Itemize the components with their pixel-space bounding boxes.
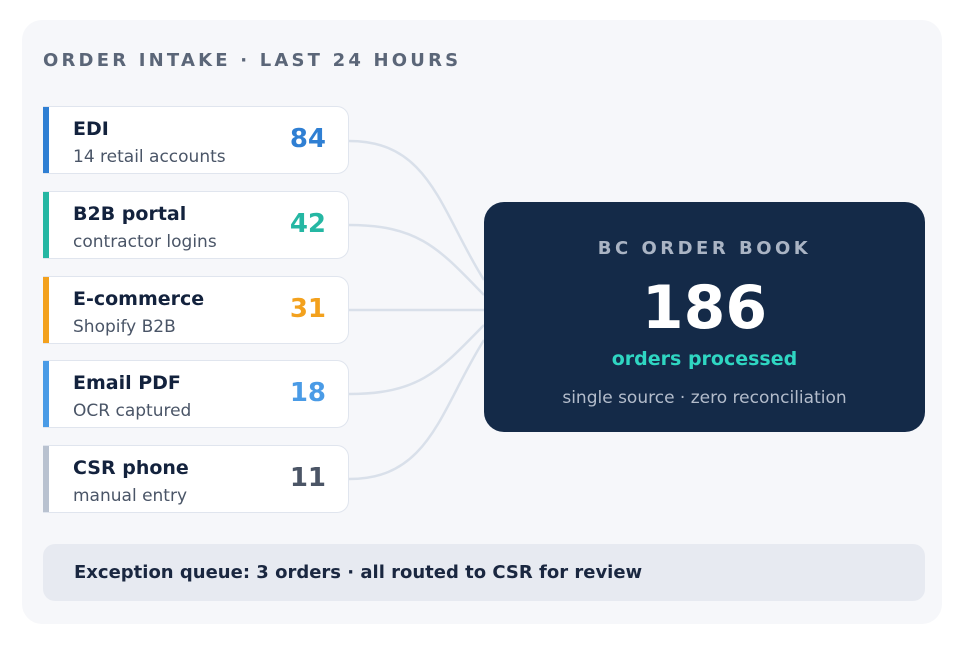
- source-name: E-commerce: [73, 288, 205, 310]
- source-subtitle: OCR captured: [73, 401, 192, 421]
- source-name: CSR phone: [73, 457, 189, 479]
- source-count: 31: [289, 294, 326, 324]
- source-subtitle: 14 retail accounts: [73, 147, 226, 167]
- source-name: B2B portal: [73, 203, 187, 225]
- panel-title: ORDER INTAKE · LAST 24 HOURS: [43, 50, 462, 71]
- source-count: 11: [289, 463, 326, 493]
- source-name: EDI: [73, 118, 109, 140]
- connector-b2b-portal: [348, 223, 485, 296]
- connector-email-pdf: [348, 324, 485, 396]
- source-accent-bar: [43, 277, 49, 343]
- source-card-csr-phone: CSR phone manual entry 11: [43, 445, 349, 513]
- source-name: Email PDF: [73, 372, 181, 394]
- source-subtitle: manual entry: [73, 486, 188, 506]
- source-card-email-pdf: Email PDF OCR captured 18: [43, 360, 349, 428]
- order-book-total: 186: [641, 273, 768, 343]
- source-count: 18: [289, 378, 326, 408]
- exception-text: Exception queue: 3 orders · all routed t…: [74, 562, 643, 583]
- source-accent-bar: [43, 361, 49, 427]
- source-count: 84: [289, 124, 326, 154]
- connector-csr-phone: [348, 339, 486, 481]
- source-card-ecommerce: E-commerce Shopify B2B 31: [43, 276, 349, 344]
- source-subtitle: Shopify B2B: [73, 317, 176, 337]
- source-card-edi: EDI 14 retail accounts 84: [43, 106, 349, 174]
- source-accent-bar: [43, 107, 49, 173]
- order-book-card: BC ORDER BOOK 186 orders processed singl…: [484, 202, 925, 432]
- order-book-label: BC ORDER BOOK: [597, 238, 812, 259]
- exception-banner: Exception queue: 3 orders · all routed t…: [43, 544, 925, 601]
- source-accent-bar: [43, 192, 49, 258]
- source-subtitle: contractor logins: [73, 232, 217, 252]
- order-book-subtitle: orders processed: [611, 348, 798, 370]
- order-book-note: single source · zero reconciliation: [562, 388, 847, 408]
- source-card-b2b-portal: B2B portal contractor logins 42: [43, 191, 349, 259]
- connector-edi: [348, 139, 486, 281]
- source-accent-bar: [43, 446, 49, 512]
- source-count: 42: [289, 209, 326, 239]
